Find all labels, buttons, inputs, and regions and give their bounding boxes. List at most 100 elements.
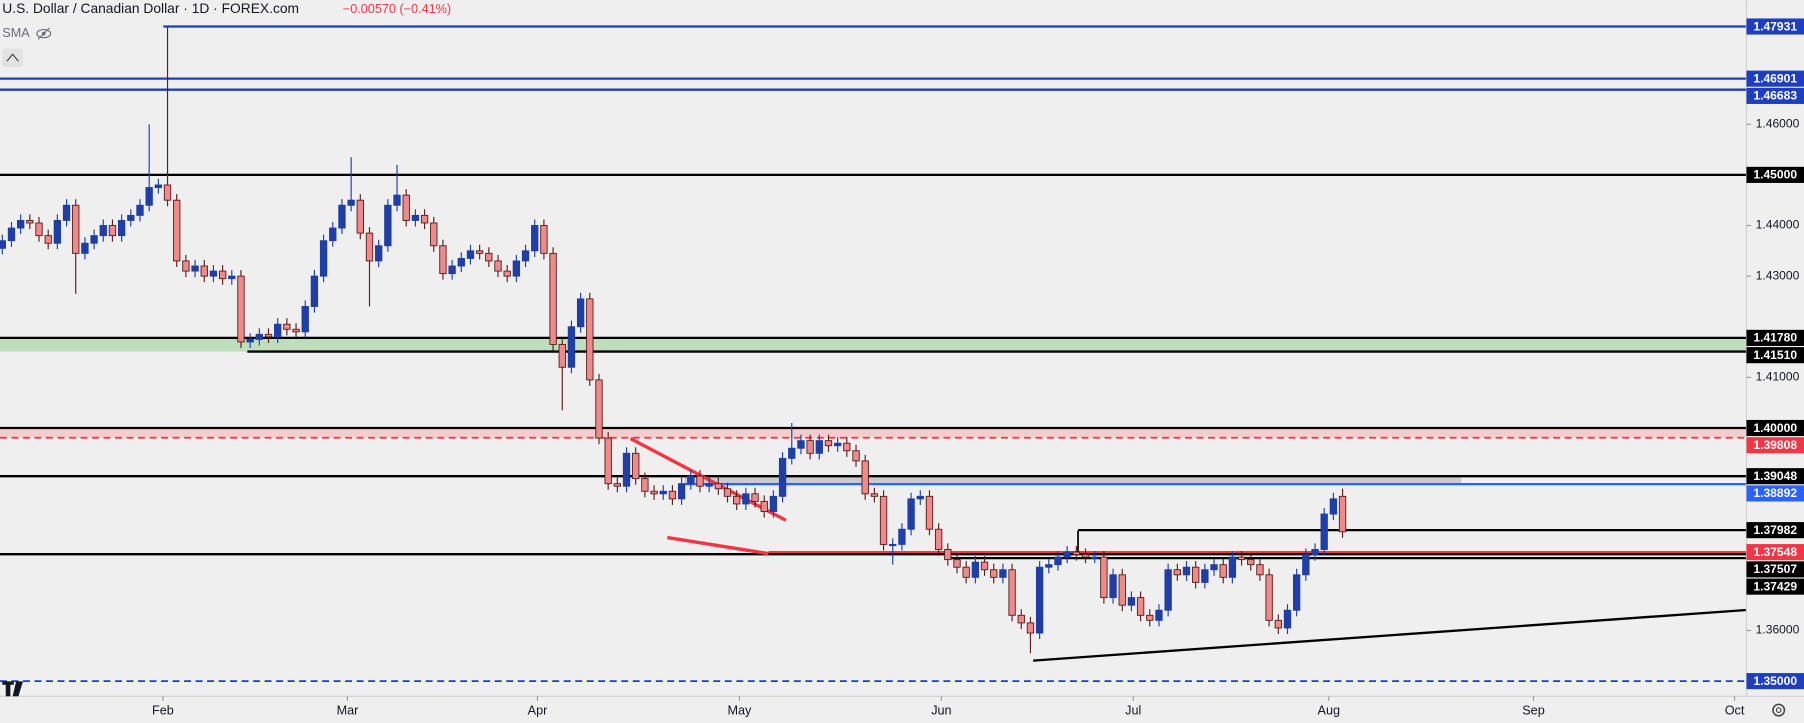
candle-body [999, 569, 1007, 578]
candle-body [1045, 564, 1053, 568]
candle-body [72, 204, 80, 254]
x-tick-label: Apr [528, 704, 548, 718]
x-tick-label: May [727, 704, 752, 718]
candle-body [641, 478, 649, 492]
candle-body [475, 250, 484, 254]
level-label-box [1746, 166, 1804, 183]
candle-body [696, 475, 704, 487]
candle-body [1173, 569, 1181, 576]
level-label: 1.38892 [1753, 486, 1797, 500]
level-label: 1.41780 [1753, 331, 1797, 345]
candle-body [457, 257, 465, 267]
wedge-line [629, 437, 787, 522]
candle-body [1302, 554, 1310, 576]
candle-body [549, 252, 557, 345]
candle-body [953, 559, 961, 568]
collapse-button[interactable] [2, 48, 24, 67]
wedge-line [667, 535, 769, 556]
candle-body [255, 333, 264, 340]
candle-body [411, 214, 420, 221]
candle-body [990, 569, 998, 578]
candle-body [191, 265, 199, 272]
settings-icon[interactable] [1772, 703, 1786, 717]
candle-body [1091, 556, 1099, 559]
candle-body [1265, 574, 1273, 621]
candle-body [677, 483, 686, 500]
level-label-box [1746, 485, 1804, 502]
candle-body [907, 498, 915, 530]
visibility-icon[interactable] [36, 27, 52, 40]
zone [684, 476, 1462, 485]
candle-body [1081, 554, 1090, 558]
candle-body [90, 235, 98, 244]
y-tick-label: 1.43000 [1756, 268, 1800, 282]
y-tick-label: 1.41000 [1756, 370, 1800, 384]
candle-body [218, 270, 227, 280]
candle-body [705, 483, 713, 487]
zone [0, 337, 1747, 352]
candle-body [1008, 569, 1016, 616]
candle-body [448, 265, 456, 275]
candle-body [356, 199, 364, 234]
level-label: 1.45000 [1753, 168, 1797, 182]
candle-body [861, 460, 869, 495]
candle-body [1311, 549, 1319, 556]
candle-body [16, 219, 25, 229]
candle-body [889, 543, 897, 547]
candle-body [916, 495, 924, 500]
level-label: 1.37429 [1753, 579, 1797, 593]
level-label: 1.37507 [1753, 562, 1797, 576]
candle-body [494, 260, 502, 272]
candle-body [136, 204, 144, 216]
level-label: 1.35000 [1753, 674, 1797, 688]
candle-body [503, 270, 511, 277]
levels [0, 25, 1747, 682]
level-label-box [1746, 347, 1804, 364]
candle-body [1237, 556, 1246, 561]
candle-body [209, 270, 218, 277]
candle-body [531, 225, 539, 252]
candle-body [154, 184, 163, 189]
candle-body [1035, 566, 1044, 634]
candle-body [338, 204, 346, 229]
candle-body [714, 483, 722, 490]
logo[interactable] [2, 681, 24, 697]
candle-body [384, 204, 392, 247]
candle-body [365, 232, 374, 262]
x-tick-label: Jul [1125, 704, 1141, 718]
candle-body [980, 561, 989, 571]
candle-body [420, 214, 429, 224]
level-label-box [1746, 578, 1804, 595]
candle-body [613, 483, 622, 487]
level-label: 1.46683 [1753, 89, 1797, 103]
level-label-box [1746, 673, 1804, 690]
candle-body [925, 495, 934, 530]
candle-body [797, 440, 805, 449]
candle-body [310, 275, 319, 307]
level-label-box [1746, 419, 1804, 437]
candle-body [1192, 566, 1200, 583]
candle-body [659, 490, 667, 495]
indicator-label[interactable]: SMA [2, 26, 30, 40]
candle-body [1329, 498, 1338, 515]
candle-body [1283, 609, 1292, 629]
candle-body [117, 219, 126, 237]
candle-body [558, 344, 566, 368]
candle-body [44, 235, 52, 244]
candle-body [788, 447, 796, 459]
level-label-box [1746, 70, 1804, 87]
candle-body [723, 488, 732, 497]
price-change: −0.00570 (−0.41%) [343, 2, 451, 16]
candle-body [1054, 556, 1062, 566]
candle-body [843, 442, 851, 452]
candle-body [521, 250, 530, 262]
level-label: 1.39048 [1753, 469, 1797, 483]
candle-body [852, 450, 860, 462]
trend-line [1033, 608, 1747, 662]
candle-body [898, 528, 906, 545]
level-label: 1.37548 [1753, 545, 1797, 559]
x-tick-label: Aug [1318, 704, 1340, 718]
level-label: 1.46901 [1753, 71, 1797, 85]
